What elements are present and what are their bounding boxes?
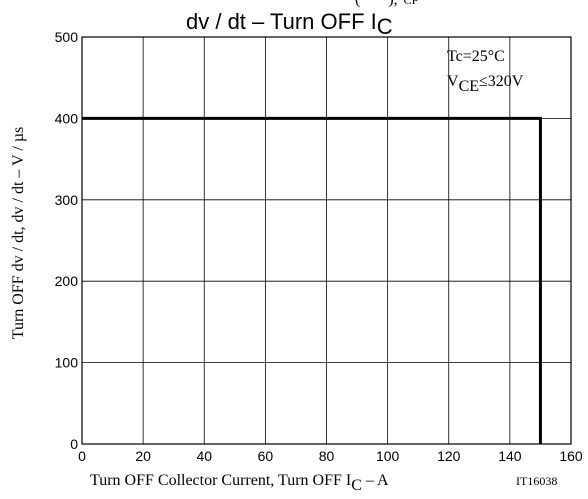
y-tick-labels: 0 100 200 300 400 500 (55, 29, 79, 452)
x-tick-label: 40 (196, 448, 212, 464)
y-tick-label: 500 (55, 29, 79, 45)
annotation-vce: VCE≤320V (447, 73, 524, 95)
x-tick-label: 20 (135, 448, 151, 464)
plot-frame (81, 36, 572, 445)
x-tick-label: 80 (319, 448, 335, 464)
y-tick-label: 0 (70, 436, 78, 452)
y-tick-label: 200 (55, 273, 79, 289)
x-tick-labels: 0 20 40 60 80 100 120 140 160 (78, 448, 583, 464)
y-tick-label: 100 (55, 355, 79, 371)
x-tick-label: 140 (498, 448, 522, 464)
chart-title: dv / dt – Turn OFF IC (186, 9, 393, 39)
title-fragment: (),CP (355, 0, 419, 8)
grid-lines (82, 37, 571, 444)
y-tick-label: 400 (55, 110, 79, 126)
y-tick-label: 300 (55, 192, 79, 208)
x-tick-label: 60 (258, 448, 274, 464)
x-axis-label: Turn OFF Collector Current, Turn OFF IC … (90, 472, 389, 494)
y-axis-label: Turn OFF dv / dt, dv / dt – V / µs (10, 127, 27, 340)
series-line (82, 116, 542, 444)
x-tick-label: 0 (78, 448, 86, 464)
series-layer (82, 116, 542, 444)
annotation-temperature: Tc=25°C (447, 48, 505, 65)
figure-id: IT16038 (516, 474, 557, 488)
x-tick-label: 100 (376, 448, 400, 464)
x-tick-label: 160 (559, 448, 583, 464)
x-tick-label: 120 (437, 448, 461, 464)
